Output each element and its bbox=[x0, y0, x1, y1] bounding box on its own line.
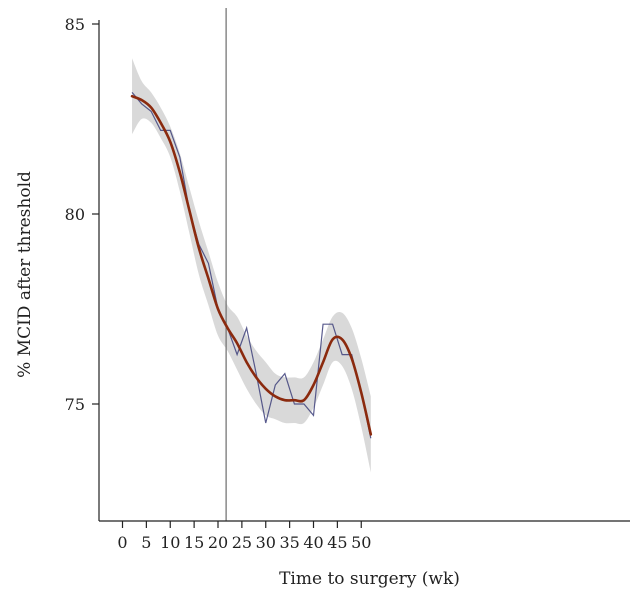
axes: 0 5 10 15 20 25 30 35 40 45 50 75 80 85 bbox=[65, 15, 630, 552]
x-tick-label: 40 bbox=[303, 533, 323, 552]
x-tick-label: 15 bbox=[184, 533, 204, 552]
x-tick-label: 35 bbox=[279, 533, 299, 552]
smoothed-series-line bbox=[130, 94, 373, 436]
x-tick-label: 30 bbox=[256, 533, 276, 552]
y-tick-label: 80 bbox=[65, 205, 85, 224]
confidence-band-layer bbox=[132, 58, 371, 473]
series-layer bbox=[130, 92, 373, 439]
y-tick-label: 85 bbox=[65, 15, 85, 34]
x-tick-label: 25 bbox=[232, 533, 252, 552]
observed-series-line bbox=[131, 92, 372, 439]
x-tick-label: 5 bbox=[141, 533, 151, 552]
y-axis-label: % MCID after threshold bbox=[15, 171, 35, 378]
y-tick-label: 75 bbox=[65, 395, 85, 414]
x-tick-label: 20 bbox=[208, 533, 228, 552]
x-tick-label: 45 bbox=[327, 533, 347, 552]
x-axis-label: Time to surgery (wk) bbox=[279, 569, 460, 589]
x-tick-label: 50 bbox=[351, 533, 371, 552]
confidence-band bbox=[132, 58, 371, 473]
x-tick-label: 10 bbox=[160, 533, 180, 552]
x-tick-label: 0 bbox=[117, 533, 127, 552]
